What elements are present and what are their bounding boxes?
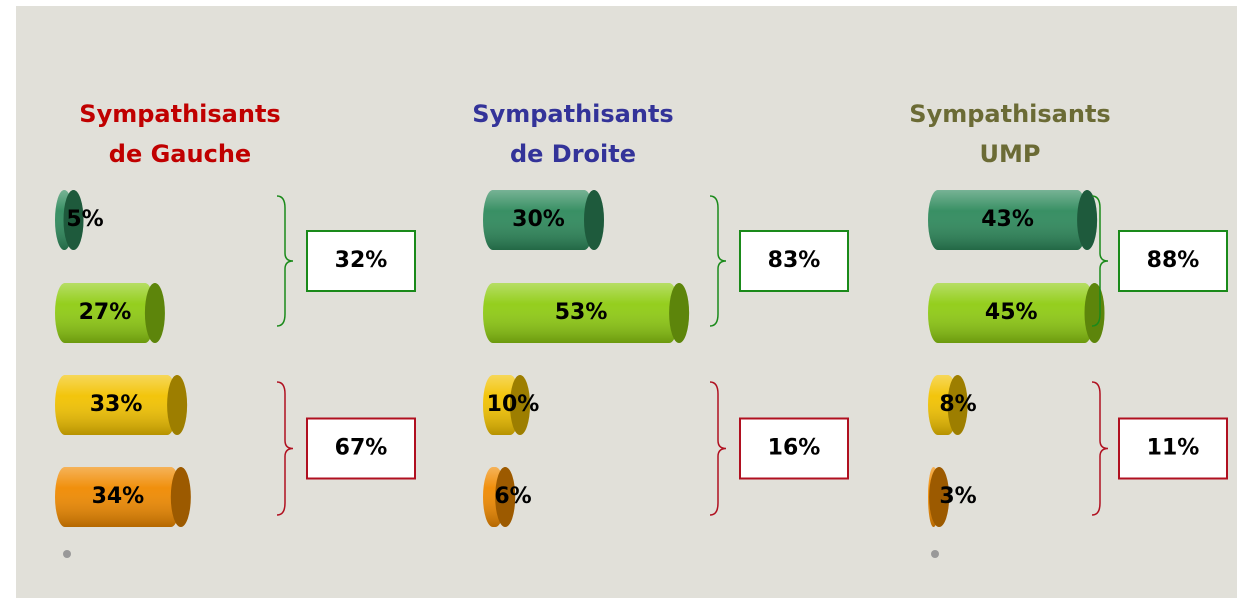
total-box bbox=[1118, 230, 1228, 292]
value-label: 33% bbox=[90, 392, 143, 417]
total-box bbox=[306, 230, 416, 292]
total-box bbox=[739, 230, 849, 292]
brace bbox=[1091, 381, 1109, 516]
brace bbox=[276, 381, 294, 516]
bar bbox=[483, 467, 516, 527]
total-box bbox=[306, 417, 416, 480]
dot bbox=[63, 550, 71, 558]
value-label: 8% bbox=[939, 392, 976, 417]
brace bbox=[1091, 195, 1109, 327]
bar bbox=[928, 283, 1105, 343]
value-label: 53% bbox=[555, 300, 608, 325]
total-label: 32% bbox=[335, 248, 388, 273]
value-label: 43% bbox=[981, 207, 1034, 232]
value-label: 30% bbox=[512, 207, 565, 232]
total-label: 67% bbox=[335, 436, 388, 461]
bar bbox=[928, 190, 1098, 250]
value-label: 45% bbox=[985, 300, 1038, 325]
total-box bbox=[1118, 417, 1228, 480]
value-label: 3% bbox=[939, 484, 976, 509]
total-box bbox=[739, 417, 849, 480]
value-label: 6% bbox=[494, 484, 531, 509]
brace bbox=[709, 195, 727, 327]
total-label: 83% bbox=[768, 248, 821, 273]
bar bbox=[483, 283, 690, 343]
bar bbox=[55, 467, 191, 527]
bar bbox=[55, 375, 188, 435]
group-title: Sympathisants UMP bbox=[909, 100, 1110, 168]
brace bbox=[709, 381, 727, 516]
bar bbox=[55, 190, 84, 250]
bar bbox=[928, 467, 950, 527]
bar bbox=[483, 375, 530, 435]
value-label: 27% bbox=[79, 300, 132, 325]
value-label: 34% bbox=[92, 484, 145, 509]
bar bbox=[483, 190, 604, 250]
dot bbox=[931, 550, 939, 558]
value-label: 5% bbox=[66, 207, 103, 232]
total-label: 11% bbox=[1147, 436, 1200, 461]
bar bbox=[55, 283, 165, 343]
bar bbox=[928, 375, 968, 435]
group-title: Sympathisants de Gauche bbox=[79, 100, 280, 168]
brace bbox=[276, 195, 294, 327]
group-title: Sympathisants de Droite bbox=[472, 100, 673, 168]
value-label: 10% bbox=[487, 392, 540, 417]
total-label: 16% bbox=[768, 436, 821, 461]
total-label: 88% bbox=[1147, 248, 1200, 273]
